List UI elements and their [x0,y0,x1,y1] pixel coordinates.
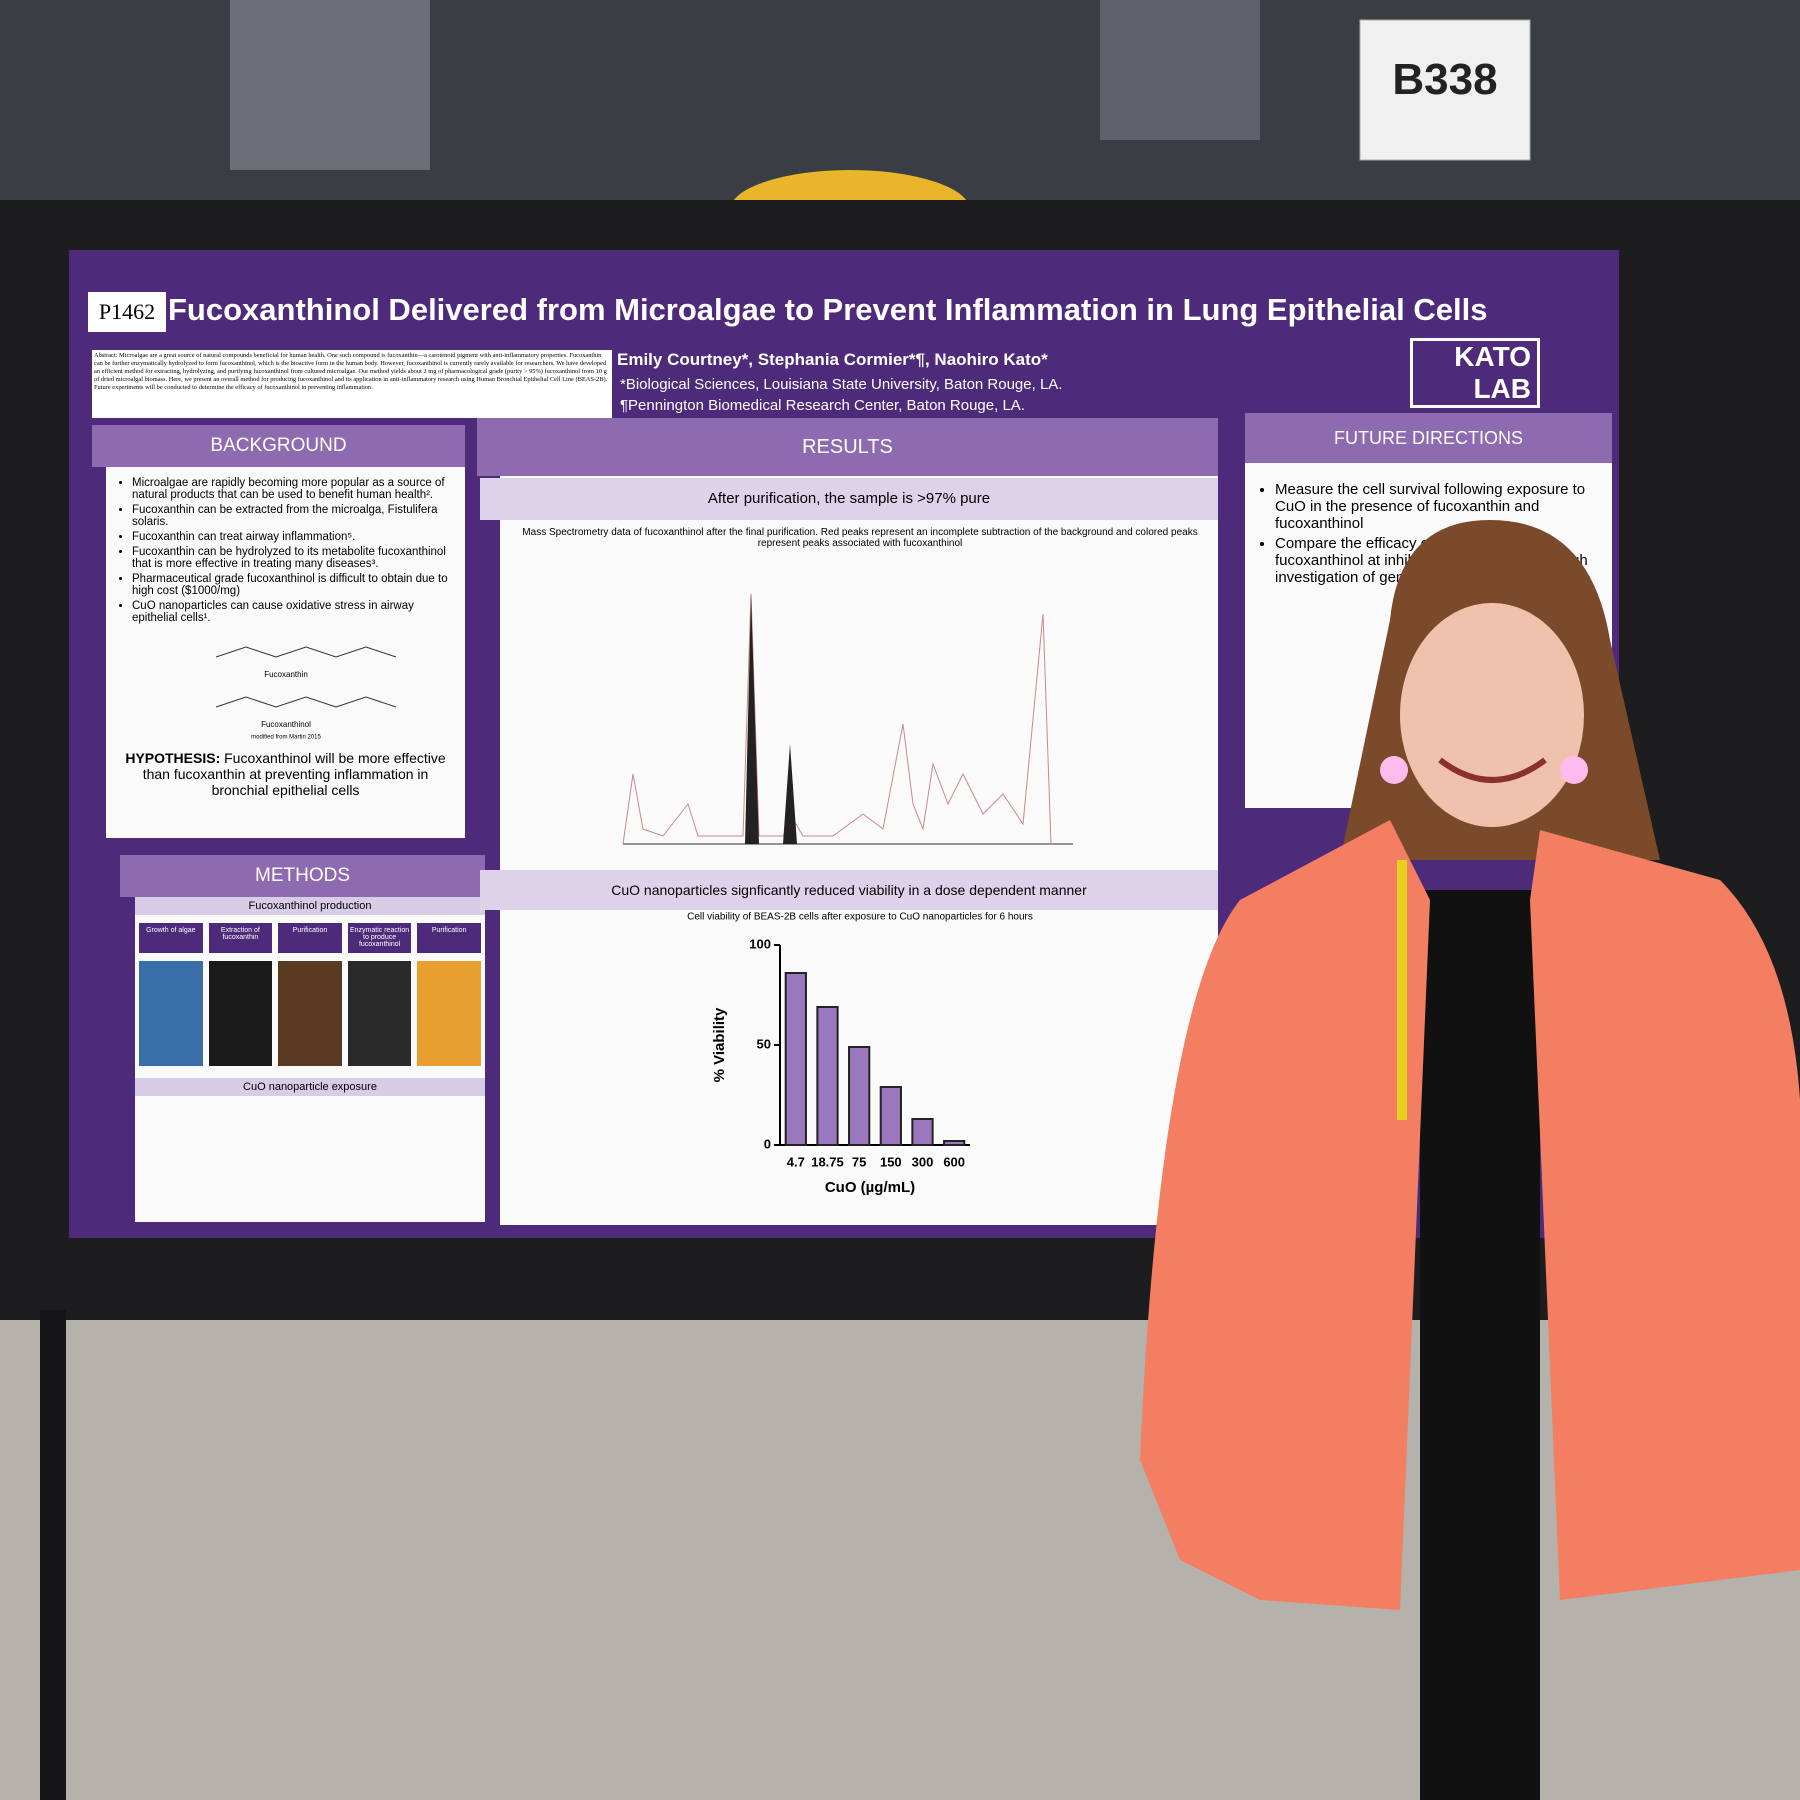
chart-title: Cell viability of BEAS-2B cells after ex… [687,912,1033,923]
caption: Mass Spectrometry data of fucoxanthinol … [522,527,1198,549]
methods-panel: Fucoxanthinol production Growth of algae… [135,897,485,1222]
step: Growth of algae [139,923,203,953]
logo-text: LAB [1473,373,1531,404]
poster-title: Fucoxanthinol Delivered from Microalgae … [168,292,1488,327]
bullet: Fucoxanthin can be hydrolyzed to its met… [132,546,455,570]
x-tick-label: 150 [880,1154,902,1169]
molecules: Fucoxanthin Fucoxanthinol modified from … [215,646,397,741]
subheading: Fucoxanthinol production [135,897,485,915]
step: Extraction of fucoxanthin [208,923,273,953]
abstract: Abstract: Microalgae are a great source … [92,350,612,418]
blazer [1140,820,1430,1610]
photo-tile [278,961,342,1066]
hypothesis-label: HYPOTHESIS: [125,750,221,766]
affiliations: *Biological Sciences, Louisiana State Un… [620,374,1062,416]
photo-tile [139,961,203,1066]
photo-tile [208,961,273,1066]
bar [816,1006,839,1146]
subheading: CuO nanoparticles signficantly reduced v… [480,870,1218,910]
logo-text: KATO [1454,341,1531,372]
y-axis-label: % Viability [711,1007,728,1082]
spectrum [622,593,1052,845]
x-tick-label: 300 [912,1154,934,1169]
logo: KATO LAB [1410,338,1540,408]
y-tick-label: 50 [757,1036,771,1051]
shirt [1420,890,1540,1800]
face [1400,603,1584,827]
molecule-label: Fucoxanthin [264,670,308,679]
bullet: Measure the cell survival following expo… [1275,481,1598,532]
blazer [1530,830,1800,1600]
x-tick-label: 18.75 [811,1154,844,1169]
section-heading: RESULTS [477,418,1218,476]
poster-id: P1462 [88,292,166,332]
molecule [215,646,397,658]
molecule [215,696,397,708]
step: Purification [278,923,342,953]
lanyard [1397,860,1407,1120]
earring [1380,756,1408,784]
hypothesis-text: Fucoxanthinol will be more effective tha… [142,750,446,798]
steps: Growth of algae Extraction of fucoxanthin… [135,915,485,961]
y-tick-label: 100 [749,936,771,951]
booth-sign [1359,19,1531,161]
step: Enzymatic reaction to produce fucoxanthi… [347,923,412,953]
authors: Emily Courtney*, Stephania Cormier*¶, Na… [617,350,1048,369]
x-tick-label: 600 [943,1154,965,1169]
credit: modified from Martin 2015 [251,735,321,741]
bullet: CuO nanoparticles can cause oxidative st… [132,600,455,624]
x-tick-label: 75 [852,1154,866,1169]
bar [848,1046,871,1146]
x-tick-label: 4.7 [787,1154,805,1169]
section-heading: METHODS [120,855,485,897]
peak [745,594,759,844]
bar [879,1086,902,1146]
x-axis-label: CuO (µg/mL) [825,1179,915,1196]
duct [1100,0,1260,140]
earring [1560,756,1588,784]
molecule-label: Fucoxanthinol [261,720,311,729]
hypothesis: HYPOTHESIS: Fucoxanthinol will be more e… [116,750,455,798]
subheading: CuO nanoparticle exposure [135,1078,485,1096]
photos [135,961,485,1066]
background-panel: Microalgae are rapidly becoming more pop… [106,467,465,838]
bullet-list: Microalgae are rapidly becoming more pop… [116,477,455,624]
photo-tile [347,961,412,1066]
section-heading: FUTURE DIRECTIONS [1245,413,1612,463]
affiliation: *Biological Sciences, Louisiana State Un… [620,376,1063,393]
duct [230,0,430,170]
bar [911,1118,934,1146]
bar [784,972,807,1146]
bar [943,1140,966,1146]
mass-spectrum [622,593,1073,845]
bullet: Pharmaceutical grade fucoxanthinol is di… [132,573,455,597]
section-heading: BACKGROUND [92,425,465,467]
bar-chart: Cell viability of BEAS-2B cells after ex… [687,912,1033,1196]
stand-leg [40,1310,66,1800]
affiliation: ¶Pennington Biomedical Research Center, … [620,397,1025,414]
subheading: After purification, the sample is >97% p… [480,478,1218,520]
bullet: Fucoxanthin can treat airway inflammatio… [132,531,455,543]
bullet: Fucoxanthin can be extracted from the mi… [132,504,455,528]
step: Purification [417,923,481,953]
bullet: Microalgae are rapidly becoming more pop… [132,477,455,501]
photo-tile [417,961,481,1066]
y-tick-label: 0 [764,1136,771,1151]
smile [1438,757,1547,783]
peak [783,744,797,844]
booth-number: B338 [1392,55,1498,104]
